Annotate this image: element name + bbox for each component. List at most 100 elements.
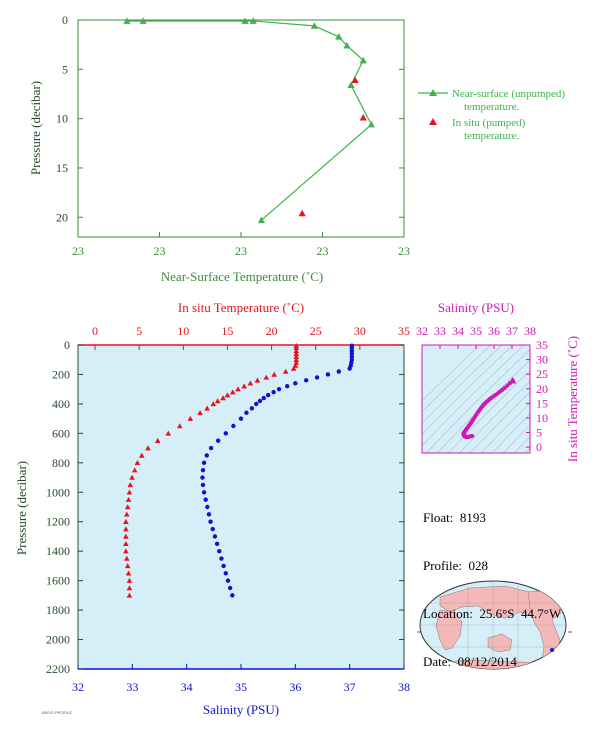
near-surface-point [367,120,375,128]
temperature-axis: 0 5 10 15 20 25 30 35 [92,324,410,350]
pressure-tick-label: 2200 [46,662,70,676]
temperature-point [224,392,231,398]
temperature-point [204,405,210,411]
ts-plot-background [422,345,530,453]
legend-label-in-situ-2: temperature. [464,130,520,142]
legend-label-near-surface: Near-surface (unpumped) [452,88,565,100]
salinity-point [336,369,341,374]
ts-salinity-label: Salinity (PSU) [438,300,514,315]
ts-y-tick-label: 10 [536,411,548,425]
density-contour [422,345,525,447]
temperature-point [263,374,270,380]
x-tick-label: 23 [235,244,247,258]
temperature-point [138,452,145,458]
density-contour [447,370,530,453]
temperature-point [197,409,203,415]
salinity-point [261,395,267,401]
temperature-point [123,548,129,554]
temperature-tick-label: 30 [354,324,366,338]
density-contour [422,345,492,413]
salinity-point [284,384,290,389]
ts-y-tick-label: 30 [536,353,548,367]
legend-label-near-surface-2: temperature. [464,101,520,113]
salinity-point [200,475,205,480]
salinity-point [203,497,208,502]
density-contour [422,345,514,435]
near-surface-point [123,17,131,24]
near-surface-point [139,17,147,24]
temperature-point [293,345,300,351]
density-contour [458,380,530,453]
near-surface-legend: Near-surface (unpumped) temperature. In … [418,88,565,142]
pressure-tick-label: 1200 [46,515,70,529]
temperature-point [124,563,131,569]
near-surface-point [335,33,343,40]
legend-label-in-situ: In situ (pumped) [452,117,526,129]
temperature-point [126,577,133,583]
in-situ-pumped-markers [298,76,367,217]
salinity-point [325,372,331,377]
float-location-map [417,580,572,670]
temperature-point [124,504,131,510]
temperature-point [129,474,135,480]
temperature-tick-label: 35 [398,324,410,338]
salinity-point [271,389,276,395]
salinity-point [304,378,309,383]
salinity-point [201,460,207,466]
salinity-point [276,386,282,392]
ts-y-tick-label: 0 [536,440,542,454]
salinity-point [214,541,220,547]
near-surface-point [310,22,318,29]
ts-point [470,433,475,439]
salinity-point [347,366,352,371]
salinity-tick-label: 35 [235,680,247,694]
temperature-point [123,518,129,524]
temperature-point [126,585,133,591]
temperature-point [145,445,151,451]
pressure-tick-label: 400 [52,397,70,411]
temperature-point [293,356,300,362]
salinity-axis-label: Salinity (PSU) [203,702,279,717]
salinity-point [244,410,249,415]
near-surface-chart: 0 5 10 15 20 23 23 23 23 23 Pressure (decibar) N… [28,13,565,284]
temperature-point [210,401,217,407]
salinity-tick-label: 37 [344,680,356,694]
salinity-point [257,398,263,404]
temperature-point [123,541,129,547]
salinity-point [265,392,271,398]
pressure-tick-label: 200 [52,367,70,381]
temperature-point [293,359,300,365]
ts-temperature-label: In situ Temperature (˚C) [565,336,580,462]
ts-x-tick-label: 34 [452,324,464,338]
x-tick-label: 23 [398,244,410,258]
land-africa [435,609,463,651]
ts-density-contours [422,345,530,453]
pressure-tick-label: 0 [64,338,70,352]
salinity-tick-label: 36 [289,680,301,694]
density-contour [491,413,530,453]
y-tick-label: 15 [56,161,68,175]
salinity-point [231,423,236,429]
temperature-point [125,570,132,576]
temperature-point [214,398,221,404]
temperature-point [131,467,138,473]
salinity-point [217,548,222,554]
salinity-point [206,512,212,517]
salinity-tick-label: 33 [126,680,138,694]
salinity-point [230,593,235,598]
near-surface-y-label: Pressure (decibar) [28,81,43,175]
salinity-point [208,445,214,451]
temperature-point [271,371,278,377]
near-surface-x-axis: 23 23 23 23 23 [72,232,410,258]
temperature-tick-label: 10 [177,324,189,338]
temperature-point [282,368,289,374]
salinity-point [225,578,231,583]
temperature-tick-label: 15 [221,324,233,338]
ts-x-tick-label: 36 [488,324,500,338]
salinity-point [210,526,215,532]
temperature-point [187,415,194,421]
ts-x-tick-label: 37 [506,324,518,338]
salinity-profile-markers [200,343,355,598]
